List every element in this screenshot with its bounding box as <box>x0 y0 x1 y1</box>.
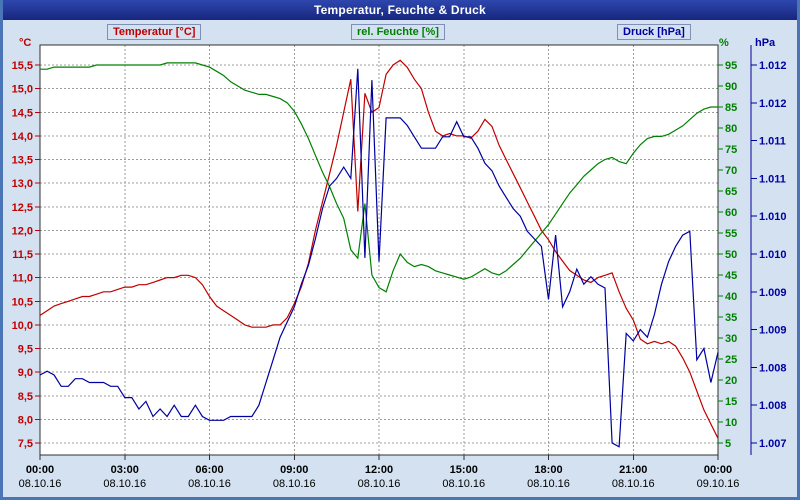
temperature-tick-label: 15,0 <box>12 84 33 96</box>
pressure-tick-label: 1.009 <box>759 287 787 299</box>
x-tick-time-label: 09:00 <box>280 464 308 476</box>
x-tick-time-label: 03:00 <box>111 464 139 476</box>
temperature-tick-label: 7,5 <box>18 438 33 450</box>
legend-pressure: Druck [hPa] <box>617 24 691 40</box>
x-tick-date-label: 08.10.16 <box>527 478 570 490</box>
pressure-tick-label: 1.011 <box>759 136 786 148</box>
x-tick-time-label: 00:00 <box>26 464 54 476</box>
x-tick-date-label: 08.10.16 <box>188 478 231 490</box>
window-title: Temperatur, Feuchte & Druck <box>314 3 486 17</box>
humidity-tick-label: 95 <box>725 60 737 72</box>
chart-area: 15,5 15,0 14,5 14,0 13,5 13,0 12,5 12,0 11,5 11,0… <box>3 20 797 497</box>
series-line-druck <box>39 68 719 448</box>
humidity-tick-label: 20 <box>725 375 737 387</box>
x-tick-time-label: 15:00 <box>450 464 478 476</box>
temperature-tick-label: 11,5 <box>12 249 33 261</box>
temperature-tick-label: 8,0 <box>18 414 33 426</box>
pressure-tick-label: 1.009 <box>759 325 787 337</box>
pressure-tick-label: 1.012 <box>759 60 787 72</box>
humidity-tick-label: 35 <box>725 312 737 324</box>
humidity-tick-label: 75 <box>725 144 737 156</box>
series-line-feuchte <box>40 62 718 293</box>
pressure-tick-label: 1.010 <box>759 211 787 223</box>
left-axis-unit-label: °C <box>19 37 32 49</box>
humidity-tick-label: 45 <box>725 270 737 282</box>
humidity-tick-label: 90 <box>725 81 737 93</box>
pressure-tick-label: 1.008 <box>759 362 787 374</box>
humidity-tick-label: 55 <box>725 228 737 240</box>
temperature-tick-label: 13,5 <box>12 155 33 167</box>
x-tick-date-label: 08.10.16 <box>612 478 655 490</box>
humidity-tick-label: 30 <box>725 333 737 345</box>
x-tick-date-label: 08.10.16 <box>103 478 146 490</box>
temperature-tick-label: 12,5 <box>12 202 33 214</box>
humidity-tick-label: 10 <box>725 417 737 429</box>
temperature-tick-label: 10,0 <box>12 320 33 332</box>
temperature-tick-label: 10,5 <box>12 296 33 308</box>
humidity-tick-label: 50 <box>725 249 737 261</box>
temperature-tick-label: 9,0 <box>18 367 33 379</box>
temperature-tick-label: 13,0 <box>12 178 33 190</box>
humidity-tick-label: 65 <box>725 186 737 198</box>
x-tick-time-label: 18:00 <box>534 464 562 476</box>
humidity-tick-label: 85 <box>725 102 737 114</box>
pressure-tick-label: 1.007 <box>759 438 787 450</box>
pressure-tick-label: 1.008 <box>759 400 787 412</box>
right-axis-unit-label: % <box>719 37 729 49</box>
pressure-tick-label: 1.012 <box>759 98 787 110</box>
legend-temperature: Temperatur [°C] <box>107 24 202 40</box>
x-tick-time-label: 12:00 <box>365 464 393 476</box>
humidity-tick-label: 15 <box>725 396 737 408</box>
x-tick-date-label: 08.10.16 <box>273 478 316 490</box>
series-line-temperatur <box>39 59 719 439</box>
x-tick-date-label: 08.10.16 <box>19 478 62 490</box>
pressure-axis-unit-label: hPa <box>755 37 776 49</box>
x-tick-time-label: 21:00 <box>619 464 647 476</box>
x-tick-time-label: 00:00 <box>704 464 732 476</box>
window-titlebar[interactable]: Temperatur, Feuchte & Druck <box>3 0 797 20</box>
temperature-tick-label: 15,5 <box>12 60 33 72</box>
humidity-tick-label: 70 <box>725 165 737 177</box>
humidity-tick-label: 60 <box>725 207 737 219</box>
legend-humidity: rel. Feuchte [%] <box>351 24 445 40</box>
temperature-tick-label: 14,0 <box>12 131 33 143</box>
x-tick-date-label: 08.10.16 <box>442 478 485 490</box>
x-tick-time-label: 06:00 <box>195 464 223 476</box>
x-tick-date-label: 09.10.16 <box>697 478 740 490</box>
humidity-tick-label: 40 <box>725 291 737 303</box>
temperature-tick-label: 12,0 <box>12 225 33 237</box>
temperature-tick-label: 11,0 <box>12 273 33 285</box>
temperature-tick-label: 14,5 <box>12 107 33 119</box>
temperature-tick-label: 8,5 <box>18 391 33 403</box>
x-tick-date-label: 08.10.16 <box>358 478 401 490</box>
humidity-tick-label: 80 <box>725 123 737 135</box>
humidity-tick-label: 25 <box>725 354 737 366</box>
pressure-tick-label: 1.011 <box>759 173 786 185</box>
pressure-tick-label: 1.010 <box>759 249 787 261</box>
humidity-tick-label: 5 <box>725 438 731 450</box>
temperature-tick-label: 9,5 <box>18 344 33 356</box>
chart-canvas: 15,5 15,0 14,5 14,0 13,5 13,0 12,5 12,0 11,5 11,0… <box>12 44 787 490</box>
